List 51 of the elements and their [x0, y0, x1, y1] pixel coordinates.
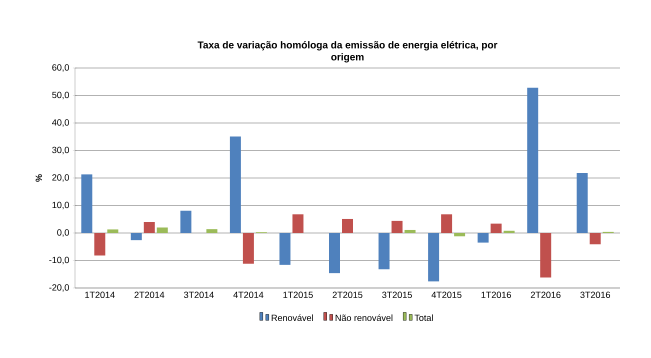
- bar: [329, 232, 340, 274]
- bar: [540, 232, 552, 278]
- legend-label: Renovável: [272, 314, 313, 322]
- y-tick-label: 40,0: [52, 119, 69, 127]
- x-tick-label: 2T2014: [134, 292, 164, 298]
- bar: [242, 232, 254, 264]
- bar: [230, 136, 241, 233]
- bar: [130, 232, 142, 240]
- x-tick-label: 4T2014: [233, 292, 264, 298]
- bar: [94, 232, 106, 256]
- y-tick-label: 60,0: [52, 64, 69, 72]
- bar: [342, 218, 353, 233]
- bar: [392, 220, 403, 233]
- x-tick-label: 2T2016: [530, 292, 561, 298]
- bar: [107, 229, 118, 233]
- bar: [590, 232, 601, 244]
- y-tick-label: 20,0: [52, 174, 69, 182]
- x-tick-label: 1T2016: [482, 292, 511, 298]
- bar: [576, 173, 588, 233]
- y-tick-label: 50,0: [52, 92, 69, 100]
- x-tick-label: 2T2015: [332, 292, 362, 298]
- bar: [156, 227, 168, 233]
- x-tick-label: 3T2015: [382, 292, 412, 298]
- y-tick-label: -20,0: [49, 284, 69, 292]
- y-tick-label: 10,0: [52, 202, 69, 210]
- bar: [454, 232, 466, 236]
- x-tick-label: 3T2016: [580, 292, 610, 298]
- x-tick-label: 1T2015: [283, 292, 313, 298]
- legend-label: Não renovável: [336, 314, 392, 322]
- chart-title: Taxa de variação homóloga da emissão de energia elétrica, por origem: [198, 41, 498, 62]
- bar: [490, 224, 502, 233]
- bar: [279, 232, 290, 265]
- bar: [478, 232, 489, 243]
- bar: [378, 232, 390, 270]
- bar: [404, 230, 416, 233]
- x-tick-label: 3T2014: [184, 292, 214, 298]
- bar: [81, 174, 92, 233]
- bar: [428, 232, 440, 282]
- bar: [441, 214, 452, 233]
- legend-label: Total: [414, 314, 433, 321]
- y-tick-label: 0,0: [57, 229, 69, 237]
- bar: [180, 210, 192, 233]
- x-tick-label: 1T2014: [85, 292, 115, 298]
- y-axis-title: %: [36, 174, 42, 182]
- y-tick-label: 30,0: [52, 146, 69, 154]
- bar: [206, 229, 218, 233]
- y-tick-label: -10,0: [49, 256, 69, 264]
- bar: [527, 88, 538, 233]
- bar: [292, 214, 304, 233]
- x-tick-label: 4T2015: [432, 292, 462, 298]
- bar: [144, 222, 155, 233]
